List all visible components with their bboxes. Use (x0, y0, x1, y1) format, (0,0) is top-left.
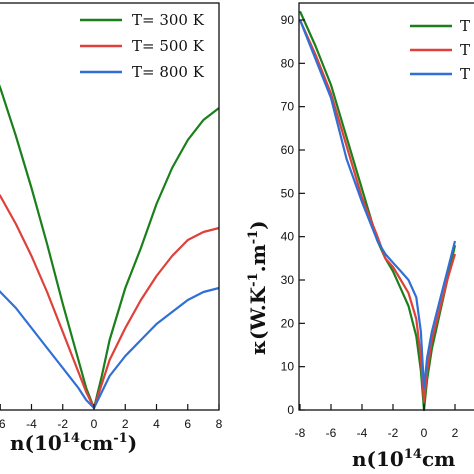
right-y-tick-label: 70 (281, 100, 295, 114)
right-series-line-1 (298, 10, 457, 412)
left-x-tick-label: -2 (57, 417, 68, 431)
left-series-line-1 (0, 84, 220, 410)
right-y-tick-label: 40 (281, 230, 295, 244)
right-legend-label: T (460, 17, 470, 35)
left-x-axis-label: n(1014cm-1) (10, 431, 137, 455)
left-x-tick-label: -6 (0, 417, 6, 431)
right-legend: TTT (410, 17, 470, 83)
left-plot-frame (0, 2, 220, 411)
right-x-tick-label: -6 (326, 426, 337, 440)
right-y-axis-label: κ(W.K-1.m-1) (246, 220, 270, 355)
right-x-tick-label: -8 (295, 426, 306, 440)
left-x-tick-label: 0 (91, 417, 98, 431)
right-y-tick-label: 20 (281, 316, 295, 330)
left-x-tick-label: 8 (216, 417, 223, 431)
right-y-tick-label: 10 (281, 360, 295, 374)
right-y-tick-label: 0 (287, 403, 294, 417)
right-y-tick-label: 50 (281, 186, 295, 200)
left-series-line-2 (0, 193, 220, 410)
left-series-line-3 (0, 286, 220, 410)
left-x-ticks: -6 -4 -2 0 2 4 6 8 (0, 404, 223, 431)
right-x-tick-label: -2 (388, 426, 399, 440)
left-chart: -6 -4 -2 0 2 4 6 8 T= 300 K T= 500 K T= 800 K n(1… (0, 2, 223, 455)
right-x-ticks: -8 -6 -4 -2 0 2 (295, 404, 459, 440)
left-legend: T= 300 K T= 500 K T= 800 K (80, 11, 205, 81)
right-legend-label: T (460, 65, 470, 83)
right-y-tick-label: 60 (281, 143, 295, 157)
left-x-tick-label: 4 (153, 417, 160, 431)
right-series-group (298, 10, 457, 412)
right-legend-label: T (460, 41, 470, 59)
right-series-line-2 (298, 19, 457, 403)
right-y-tick-label: 80 (281, 56, 295, 70)
left-legend-label: T= 500 K (132, 37, 205, 55)
right-y-tick-label: 30 (281, 273, 295, 287)
right-y-tick-label: 90 (281, 13, 295, 27)
left-x-tick-label: -4 (26, 417, 37, 431)
right-plot-frame (298, 2, 474, 411)
right-y-ticks: 0 10 20 30 40 50 60 70 80 90 (281, 13, 305, 417)
left-legend-label: T= 800 K (132, 63, 205, 81)
right-x-axis-label: n(1014cm (352, 447, 455, 471)
left-x-tick-label: 2 (122, 417, 129, 431)
right-x-tick-label: 0 (421, 426, 428, 440)
right-series-line-3 (298, 19, 457, 390)
right-x-tick-label: 2 (452, 426, 459, 440)
left-legend-label: T= 300 K (132, 11, 205, 29)
left-x-tick-label: 6 (184, 417, 191, 431)
right-x-tick-label: -4 (357, 426, 368, 440)
